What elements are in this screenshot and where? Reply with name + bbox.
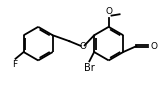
Text: O: O (151, 42, 158, 51)
Text: F: F (12, 60, 17, 69)
Text: Br: Br (84, 63, 95, 73)
Text: O: O (79, 42, 86, 51)
Text: O: O (105, 7, 112, 16)
